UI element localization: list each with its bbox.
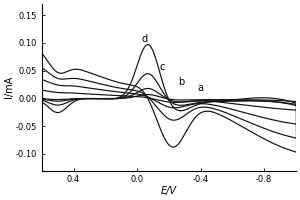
Text: b: b: [178, 77, 184, 87]
Text: c: c: [159, 62, 165, 72]
Y-axis label: I/mA: I/mA: [4, 76, 14, 98]
Text: a: a: [197, 83, 203, 93]
Text: d: d: [142, 34, 148, 44]
X-axis label: E/V: E/V: [161, 186, 177, 196]
